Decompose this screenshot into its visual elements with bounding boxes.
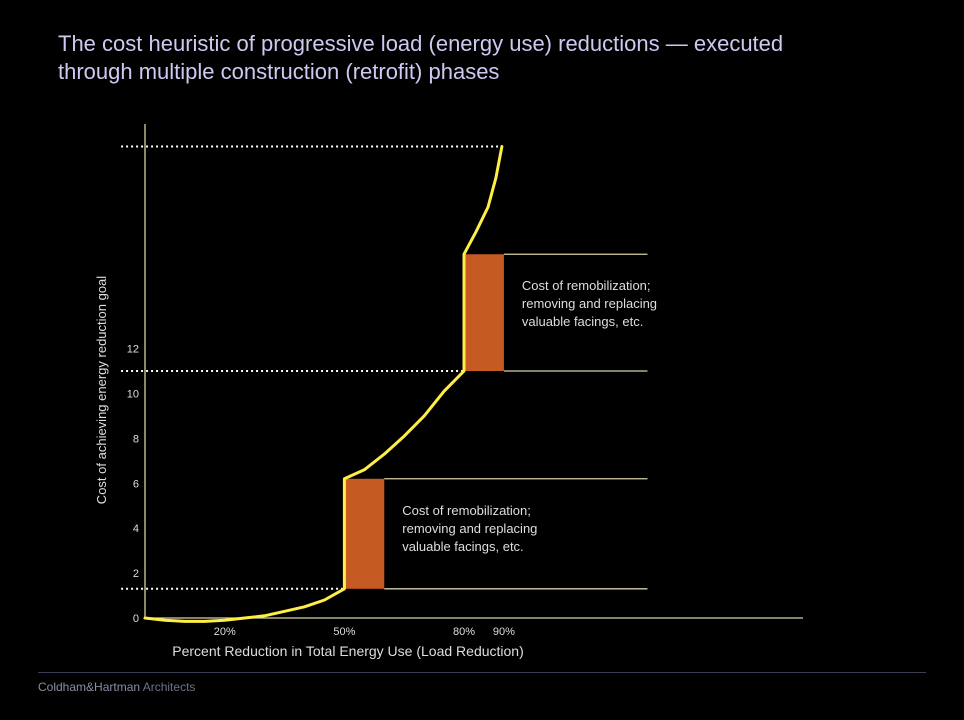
y-tick-label-0: 0 bbox=[133, 613, 139, 625]
title-line-1: The cost heuristic of progressive load (… bbox=[58, 31, 784, 56]
footer-suffix: Architects bbox=[140, 680, 196, 694]
remobilization-note-2-line-2: removing and replacing bbox=[522, 296, 657, 311]
x-axis-label: Percent Reduction in Total Energy Use (L… bbox=[172, 643, 524, 659]
remobilization-note-1-line-2: removing and replacing bbox=[402, 521, 537, 536]
y-tick-label-8: 8 bbox=[133, 433, 139, 445]
y-tick-label-6: 6 bbox=[133, 478, 139, 490]
remobilization-note-2-line-1: Cost of remobilization; bbox=[522, 278, 651, 293]
remobilization-note-1-line-1: Cost of remobilization; bbox=[402, 503, 531, 518]
y-tick-label-4: 4 bbox=[133, 523, 139, 535]
x-tick-label-20: 20% bbox=[214, 626, 236, 638]
x-tick-label-90: 90% bbox=[493, 626, 515, 638]
title-line-2: through multiple construction (retrofit)… bbox=[58, 59, 500, 84]
footer: Coldham&Hartman Architects bbox=[38, 680, 195, 694]
x-tick-label-50: 50% bbox=[333, 626, 355, 638]
remobilization-note-1-line-3: valuable facings, etc. bbox=[402, 539, 523, 554]
footer-rule bbox=[38, 672, 926, 673]
slide-title: The cost heuristic of progressive load (… bbox=[58, 30, 938, 86]
y-tick-label-12: 12 bbox=[127, 344, 139, 356]
y-axis-label: Cost of achieving energy reduction goal bbox=[94, 276, 109, 504]
cost-curve-1 bbox=[143, 145, 504, 623]
remobilization-note-2-line-3: valuable facings, etc. bbox=[522, 314, 643, 329]
x-tick-label-80: 80% bbox=[453, 626, 475, 638]
remobilization-cost-bar-2 bbox=[464, 254, 504, 371]
y-tick-label-2: 2 bbox=[133, 568, 139, 580]
y-tick-label-10: 10 bbox=[127, 388, 139, 400]
footer-firm-name: Coldham&Hartman bbox=[38, 680, 141, 694]
remobilization-cost-bar-1 bbox=[344, 478, 385, 589]
